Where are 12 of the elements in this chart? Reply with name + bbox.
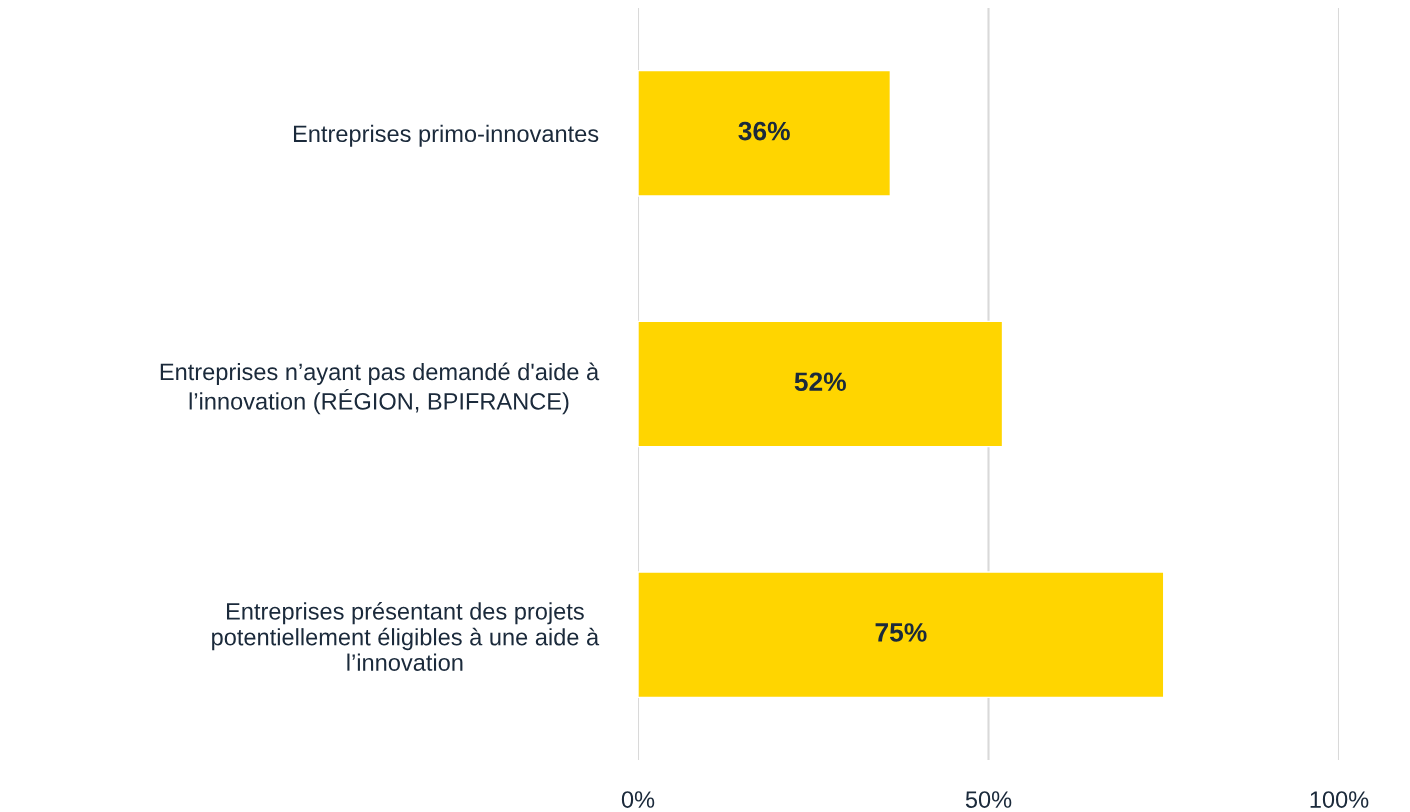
data-label: 75% xyxy=(875,623,927,642)
x-tick-label: 100% xyxy=(1310,791,1369,808)
x-tick-label: 50% xyxy=(965,791,1012,808)
data-label: 52% xyxy=(794,372,846,392)
x-tick-label: 0% xyxy=(621,791,655,808)
bar xyxy=(638,320,1004,448)
y-tick-label: Entreprises n’ayant pas demandé d'aide à l’innovation (RÉGION, BPIFRANCE) xyxy=(160,362,600,415)
data-label: 36% xyxy=(738,121,790,141)
bar xyxy=(638,69,892,197)
bar xyxy=(638,571,1165,699)
y-tick-label: Entreprises présentant des projets potentiellement éligibles à une aide à l’innovation xyxy=(212,602,600,671)
y-tick-label: Entreprises primo-innovantes xyxy=(293,124,599,147)
